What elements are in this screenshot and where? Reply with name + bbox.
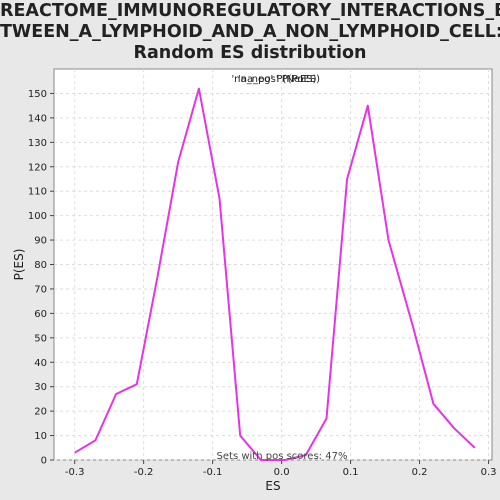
y-tick-label: 130: [28, 138, 47, 149]
x-tick-label: 0.1: [343, 467, 359, 478]
x-axis-label: ES: [265, 479, 280, 493]
footer-note: Sets with pos scores: 47%: [217, 451, 348, 462]
y-tick-label: 150: [28, 89, 47, 100]
x-axis-ticks: -0.3 -0.2 -0.1 0.0 0.1 0.2 0.3: [65, 460, 497, 478]
legend-pos-label: 'na_pos' P(PoES): [238, 74, 320, 85]
y-tick-label: 110: [28, 187, 47, 198]
y-tick-label: 140: [28, 113, 47, 124]
y-axis-label: P(ES): [12, 249, 26, 281]
legend-neg-label: 'na_neg' P(NeES): [231, 74, 316, 85]
y-tick-label: 40: [34, 358, 47, 369]
chart-title-line-3: Random ES distribution: [133, 43, 367, 63]
y-tick-label: 60: [34, 309, 47, 320]
y-tick-label: 30: [34, 382, 47, 393]
chart-title: REACTOME_IMMUNOREGULATORY_INTERACTIONS_B…: [0, 1, 500, 64]
x-tick-label: 0.2: [412, 467, 428, 478]
x-tick-label: -0.1: [203, 467, 223, 478]
x-tick-label: -0.3: [65, 467, 85, 478]
chart-title-line-2: TWEEN_A_LYMPHOID_AND_A_NON_LYMPHOID_CELL…: [0, 22, 500, 42]
y-tick-label: 120: [28, 162, 47, 173]
x-tick-label: -0.2: [134, 467, 154, 478]
grid: [54, 69, 492, 461]
y-tick-label: 100: [28, 211, 47, 222]
y-axis-ticks: 0 10 20 30 40 50 60 70 80 90 100 110 120 130 140 150: [28, 89, 54, 467]
series-layer: [74, 87, 476, 461]
y-tick-label: 50: [34, 333, 47, 344]
y-tick-label: 80: [34, 260, 47, 271]
chart-title-line-1: REACTOME_IMMUNOREGULATORY_INTERACTIONS_B…: [0, 1, 500, 21]
y-tick-label: 20: [34, 407, 47, 418]
y-tick-label: 0: [41, 456, 47, 467]
y-tick-label: 90: [34, 236, 47, 247]
x-tick-label: 0.3: [481, 467, 497, 478]
x-tick-label: 0.0: [274, 467, 290, 478]
series-line: [74, 87, 476, 461]
y-tick-label: 10: [34, 431, 47, 442]
y-tick-label: 70: [34, 284, 47, 295]
